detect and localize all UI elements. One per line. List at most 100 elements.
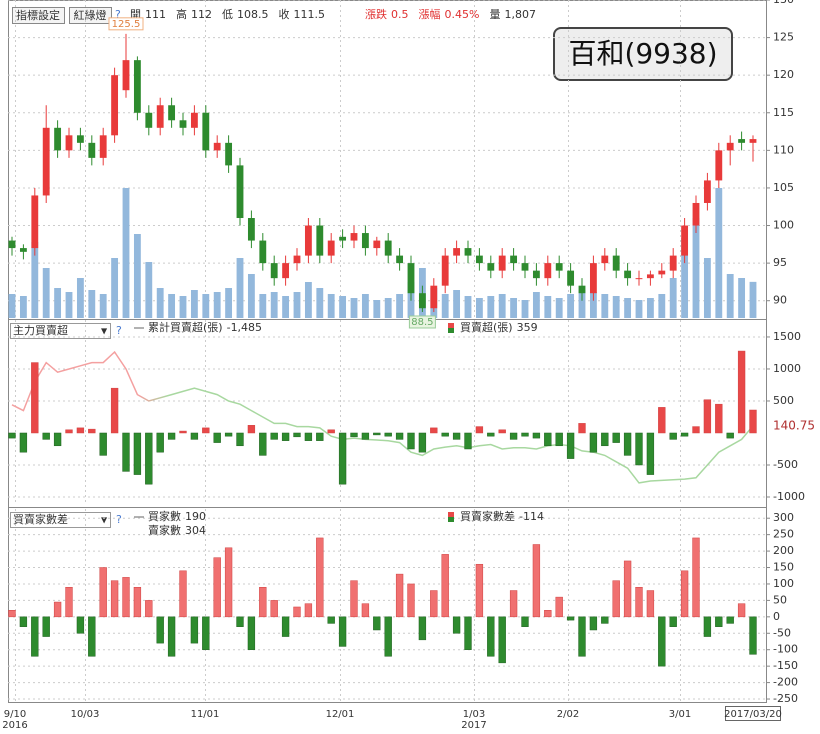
- x-tick-label: 3/01: [669, 709, 691, 720]
- bar: [407, 583, 415, 618]
- candle-body: [259, 240, 267, 264]
- quote-label: 低: [222, 8, 233, 21]
- legend-label: 累計買賣超(張): [148, 320, 223, 334]
- y-tick-label: 95: [773, 256, 787, 269]
- volume-bar: [703, 258, 711, 318]
- bar: [498, 429, 506, 434]
- bar: [259, 586, 267, 618]
- button-label[interactable]: 紅綠燈: [74, 8, 107, 22]
- bar: [213, 432, 221, 443]
- legend-swatch: [448, 328, 454, 333]
- bar: [418, 616, 427, 641]
- x-tick-label: 1/03: [463, 709, 485, 720]
- bar: [76, 427, 85, 434]
- legend-label: 賣家數: [148, 523, 181, 537]
- bar: [327, 616, 335, 624]
- help-icon[interactable]: ?: [116, 324, 122, 337]
- bar: [8, 432, 16, 439]
- quote-value: 108.5: [237, 8, 269, 21]
- y-tick-label: -1000: [773, 490, 805, 503]
- bar: [475, 426, 484, 434]
- help-icon[interactable]: ?: [116, 513, 122, 526]
- legend-swatch: [448, 517, 454, 522]
- candle-body: [19, 248, 27, 252]
- candle-body: [464, 248, 472, 256]
- x-tick-label: 10/03: [71, 709, 100, 720]
- bar: [395, 432, 404, 440]
- volume-bar: [669, 278, 677, 318]
- bar: [726, 432, 734, 439]
- help-icon[interactable]: ?: [115, 8, 121, 21]
- volume-bar: [327, 294, 335, 318]
- y-tick-label: 0: [773, 610, 780, 623]
- quote-label: 漲幅: [419, 8, 441, 21]
- volume-bar: [612, 296, 620, 318]
- candle-body: [168, 105, 176, 121]
- bar: [441, 432, 449, 437]
- bar: [8, 610, 16, 618]
- bar: [509, 432, 518, 440]
- quote-value: 111: [145, 8, 166, 21]
- selector-arrow[interactable]: ▼: [101, 516, 108, 525]
- candle-body: [190, 112, 198, 128]
- bar: [281, 616, 290, 637]
- y-tick-label: 120: [773, 68, 794, 81]
- current-date-box: [725, 706, 781, 721]
- indicator-button[interactable]: 指標設定: [12, 7, 65, 24]
- bar: [669, 616, 677, 627]
- bar: [658, 407, 666, 434]
- legend-value: 190: [185, 510, 206, 523]
- bar: [247, 425, 256, 434]
- bar: [167, 616, 176, 657]
- volume-bar: [624, 298, 632, 318]
- bar: [395, 573, 404, 618]
- candle-body: [703, 180, 711, 203]
- button-bg[interactable]: [12, 7, 65, 24]
- bar: [384, 432, 392, 437]
- legend-value: 304: [185, 524, 206, 537]
- volume-bar: [464, 296, 472, 318]
- volume-bar: [601, 294, 609, 318]
- bar: [566, 432, 575, 459]
- bar: [646, 590, 655, 618]
- candle-body: [726, 142, 734, 151]
- bar: [316, 537, 324, 618]
- selector[interactable]: 主力買賣超 ▼: [10, 323, 111, 339]
- bar: [658, 616, 666, 667]
- volume-bar: [202, 294, 210, 318]
- light-button[interactable]: 紅綠燈: [69, 7, 112, 24]
- selector-box[interactable]: [10, 323, 111, 339]
- bar: [304, 432, 313, 441]
- selector-label[interactable]: 買賣家數差: [13, 512, 68, 526]
- button-bg[interactable]: [69, 7, 112, 24]
- candle-body: [339, 236, 347, 241]
- candle-body: [498, 255, 506, 271]
- y-tick-label: 90: [773, 294, 787, 307]
- candle-body: [270, 263, 278, 279]
- bar: [703, 399, 712, 434]
- button-label[interactable]: 指標設定: [16, 8, 60, 22]
- selector-arrow[interactable]: ▼: [101, 327, 108, 336]
- selector-label[interactable]: 主力買賣超: [13, 323, 68, 337]
- volume-bar: [111, 258, 119, 318]
- candle-body: [213, 142, 221, 151]
- selector[interactable]: 買賣家數差 ▼: [10, 512, 111, 528]
- bar: [42, 432, 50, 440]
- quote-value: 112: [191, 8, 212, 21]
- selector-box[interactable]: [10, 512, 111, 528]
- bar: [430, 590, 438, 618]
- volume-bar: [589, 292, 597, 318]
- bar: [544, 610, 552, 618]
- bar: [612, 580, 620, 618]
- bar: [703, 616, 712, 637]
- cumulative-line: [11, 350, 754, 484]
- quote-value: 1,807: [504, 8, 536, 21]
- bar: [179, 430, 187, 434]
- x-tick-label: 11/01: [191, 709, 220, 720]
- candle-body: [8, 240, 16, 249]
- x-tick-label: 9/10: [4, 709, 26, 720]
- volume-bar: [304, 282, 312, 318]
- bar: [53, 432, 62, 447]
- y-tick-label: 100: [773, 219, 794, 232]
